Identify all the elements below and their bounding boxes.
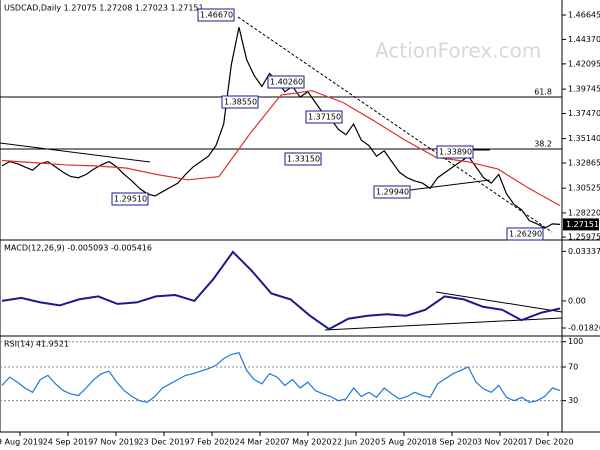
x-tick-label: 18 Sep 2020: [427, 438, 478, 447]
watermark: ActionForex.com: [375, 39, 541, 63]
x-tick-label: 7 Nov 2019: [93, 438, 139, 447]
x-tick-label: 7 Feb 2020: [190, 438, 235, 447]
annotation: 1.46670: [200, 11, 233, 20]
annotation-box: [284, 152, 322, 166]
x-tick-label: 7 May 2020: [284, 438, 331, 447]
x-tick-label: 5 Aug 2020: [381, 438, 427, 447]
trend-line: [0, 142, 151, 163]
panel-title: USDCAD,Daily 1.27075 1.27208 1.27023 1.2…: [4, 4, 204, 13]
annotation-box: [436, 145, 474, 159]
y-tick-label: 1.28220: [568, 208, 600, 217]
y-tick-label: 30: [568, 396, 578, 405]
annotation-box: [111, 192, 149, 206]
series-line: [1, 352, 561, 404]
y-tick-label: 1.35140: [568, 134, 600, 143]
y-tick-label: 1.32865: [568, 159, 600, 168]
annotation-box: [305, 110, 343, 124]
annotation-box: [197, 8, 235, 22]
trend-line: [237, 16, 553, 233]
annotation: 1.33150: [287, 155, 320, 164]
fib-label: 38.2: [534, 140, 552, 149]
annotation-box: [221, 95, 259, 109]
y-tick-label: 1.39745: [568, 85, 600, 94]
x-tick-label: 9 Aug 2019: [0, 438, 43, 447]
annotation-box: [506, 227, 544, 241]
series-line: [1, 90, 561, 207]
panel-title: MACD(12,26,9) -0.005093 -0.005416: [4, 244, 152, 253]
series-line: [1, 250, 561, 331]
annotation: 1.29510: [114, 195, 147, 204]
y-tick-label: 70: [568, 362, 578, 371]
fib-label: 61.8: [534, 88, 552, 97]
annotation-box: [267, 75, 305, 89]
y-tick-label: 1.25975: [568, 233, 600, 242]
x-tick-label: 24 Mar 2020: [235, 438, 286, 447]
annotation: 1.26290: [509, 230, 542, 239]
x-tick-label: 17 Dec 2020: [522, 438, 573, 447]
y-tick-label: 100: [568, 337, 583, 346]
y-tick-label: 1.46645: [568, 10, 600, 19]
x-tick-label: 22 Jun 2020: [332, 438, 380, 447]
x-tick-label: 3 Nov 2020: [477, 438, 523, 447]
annotation: 1.38550: [224, 98, 257, 107]
y-tick-label: 1.42095: [568, 59, 600, 68]
x-tick-label: 23 Dec 2019: [138, 438, 189, 447]
trend-line: [409, 179, 491, 191]
y-tick-label: 1.30525: [568, 184, 600, 193]
trend-line: [435, 291, 563, 313]
y-tick-label: 0.00: [568, 296, 586, 305]
y-tick-label: 1.37470: [568, 109, 600, 118]
annotation: 1.29940: [376, 188, 409, 197]
x-tick-label: 24 Sep 2019: [43, 438, 94, 447]
y-tick-label: 1.44370: [568, 35, 600, 44]
annotation-box: [373, 185, 411, 199]
panel-title: RSI(14) 41.9521: [4, 340, 69, 349]
y-tick-label: -0.018262: [568, 324, 600, 333]
annotation: 1.37150: [308, 113, 341, 122]
annotation: 1.40260: [270, 78, 303, 87]
last-price-label: 1.27151: [566, 220, 599, 229]
last-price-box: [563, 218, 599, 231]
annotation: 1.33890: [439, 148, 472, 157]
y-tick-label: 0.03337: [568, 247, 600, 256]
